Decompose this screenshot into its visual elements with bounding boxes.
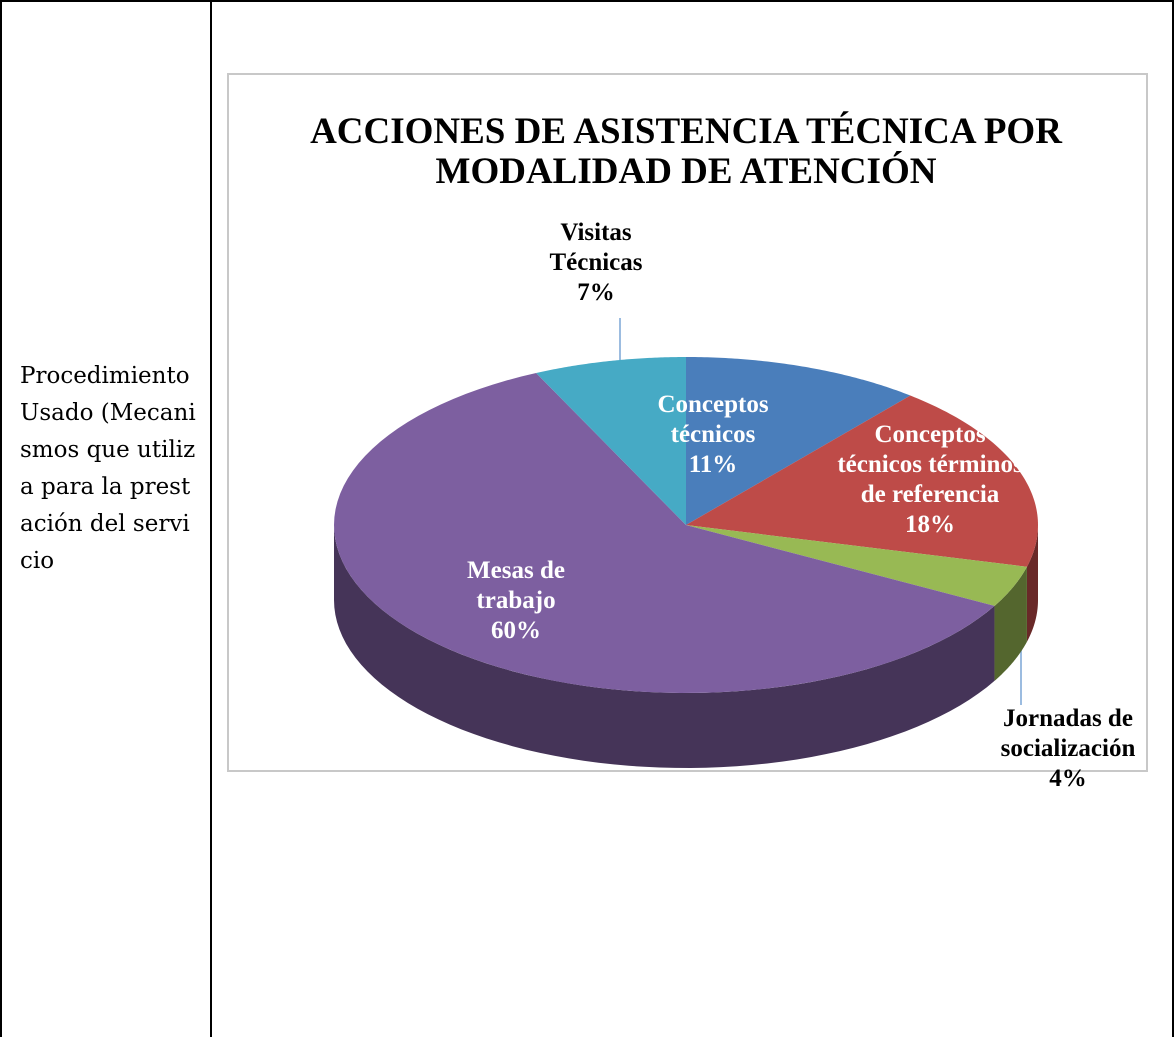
data-label: Visitas Técnicas 7% <box>526 218 666 308</box>
label-name: Jornadas de socialización <box>1000 705 1136 762</box>
slice <box>686 357 911 525</box>
label-name: Conceptos técnicos términos de referenci… <box>837 421 1023 508</box>
label-value: 4% <box>1049 765 1087 792</box>
label-name: Conceptos técnicos <box>657 391 769 448</box>
slice <box>686 525 1027 606</box>
label-value: 11% <box>688 451 738 478</box>
slice-side <box>994 566 1027 681</box>
chart-title: ACCIONES DE ASISTENCIA TÉCNICA POR MODAL… <box>310 111 1062 192</box>
label-name: Visitas Técnicas <box>549 219 643 276</box>
table-cell: Procedimiento Usado (Mecanismos que util… <box>20 363 196 574</box>
slice <box>686 395 1038 567</box>
data-label: Conceptos técnicos términos de referenci… <box>835 420 1025 540</box>
label-name: Mesas de trabajo <box>467 557 565 614</box>
slice-side <box>1026 525 1038 642</box>
label-value: 18% <box>905 511 955 538</box>
data-label: Mesas de trabajo 60% <box>441 556 591 646</box>
slice <box>536 357 686 525</box>
data-label: Jornadas de socialización 4% <box>973 704 1163 794</box>
data-label: Conceptos técnicos 11% <box>638 390 788 480</box>
label-value: 7% <box>577 279 615 306</box>
slice-side <box>334 525 995 768</box>
slice <box>334 372 995 693</box>
label-value: 60% <box>491 617 541 644</box>
